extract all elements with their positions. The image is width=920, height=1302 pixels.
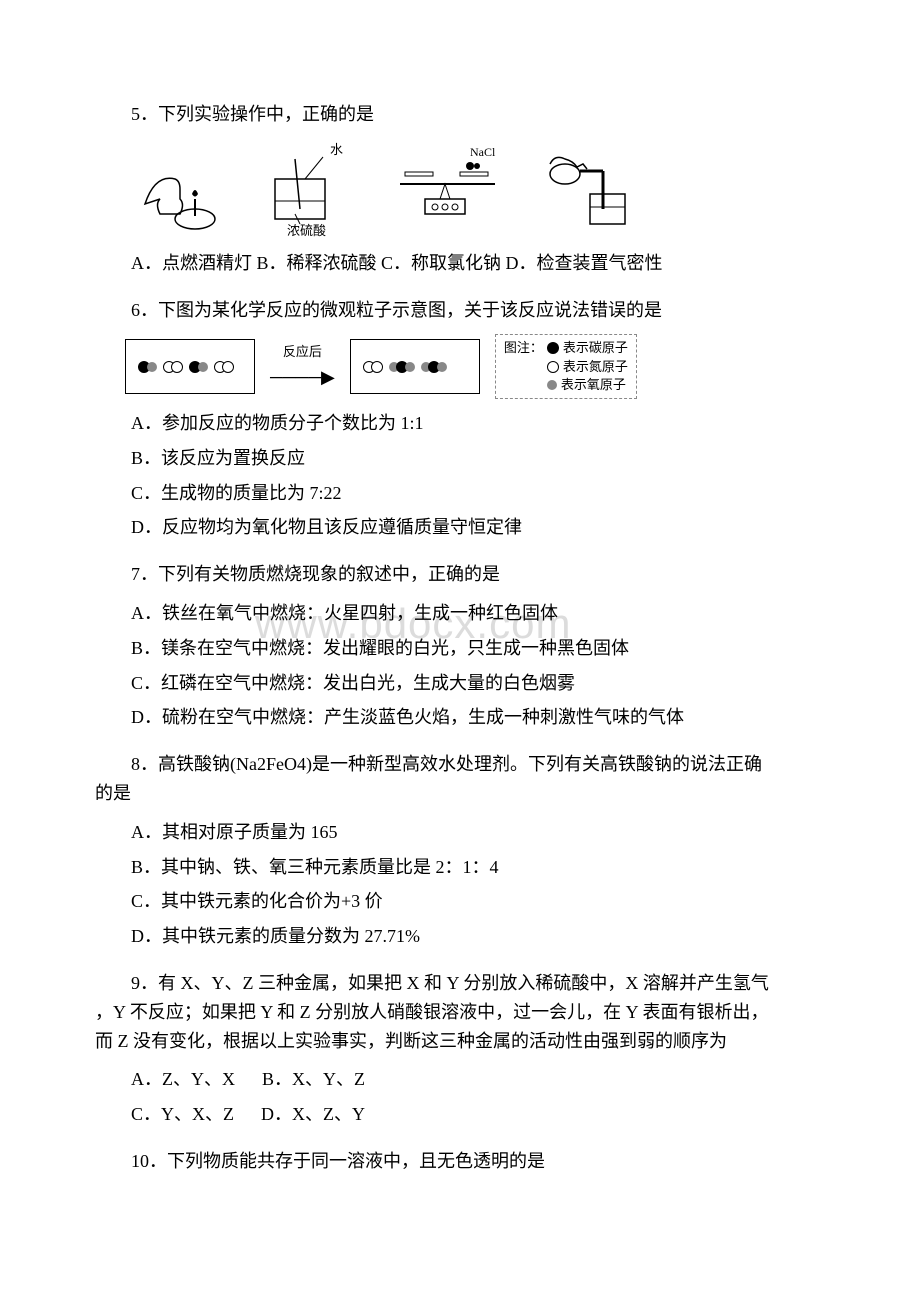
q5-number: 5 xyxy=(131,104,140,124)
question-8: 8．高铁酸钠(Na2FeO4)是一种新型高效水处理剂。下列有关高铁酸钠的说法正确… xyxy=(95,750,825,951)
question-10: 10．下列物质能共存于同一溶液中，且无色透明的是 xyxy=(95,1147,825,1176)
acid-label: 浓硫酸 xyxy=(287,223,326,238)
q7-opt-d: D．硫粉在空气中燃烧：产生淡蓝色火焰，生成一种刺激性气味的气体 xyxy=(95,703,825,732)
q5-stem: 5．下列实验操作中，正确的是 xyxy=(95,100,825,129)
q8-opt-d: D．其中铁元素的质量分数为 27.71% xyxy=(95,922,825,951)
q6-opt-a: A．参加反应的物质分子个数比为 1:1 xyxy=(95,409,825,438)
q5-options: A．点燃酒精灯 B．稀释浓硫酸 C．称取氯化钠 D．检查装置气密性 xyxy=(95,249,825,278)
q5-fig-d xyxy=(535,139,645,239)
reaction-arrow: 反应后 ────▶ xyxy=(270,342,335,392)
question-9: 9．有 X、Y、Z 三种金属，如果把 X 和 Y 分别放入稀硫酸中，X 溶解并产… xyxy=(95,969,825,1129)
q6-opt-c: C．生成物的质量比为 7:22 xyxy=(95,479,825,508)
reactants-box xyxy=(125,339,255,394)
q5-fig-b: 水 浓硫酸 xyxy=(245,139,355,239)
q6-diagram: 反应后 ────▶ 图注：表示碳原子 图注：表示氮原子 图注：表示氧原子 xyxy=(125,334,825,399)
q7-opt-b: B．镁条在空气中燃烧：发出耀眼的白光，只生成一种黑色固体 xyxy=(95,634,825,663)
q8-stem: 8．高铁酸钠(Na2FeO4)是一种新型高效水处理剂。下列有关高铁酸钠的说法正确… xyxy=(95,750,825,808)
q9-opts-ab: A．Z、Y、X B．X、Y、Z xyxy=(95,1065,825,1094)
water-label: 水 xyxy=(330,142,343,157)
products-box xyxy=(350,339,480,394)
q7-opt-a: A．铁丝在氧气中燃烧：火星四射，生成一种红色固体 xyxy=(95,599,825,628)
q8-opt-b: B．其中钠、铁、氧三种元素质量比是 2：1：4 xyxy=(95,853,825,882)
q5-fig-a xyxy=(125,144,225,234)
question-7: 7．下列有关物质燃烧现象的叙述中，正确的是 A．铁丝在氧气中燃烧：火星四射，生成… xyxy=(95,560,825,732)
airtight-check-icon xyxy=(535,139,645,239)
q9-opts-cd: C．Y、X、Z D．X、Z、Y xyxy=(95,1100,825,1129)
q10-stem: 10．下列物质能共存于同一溶液中，且无色透明的是 xyxy=(95,1147,825,1176)
balance-icon: NaCl xyxy=(375,144,515,234)
question-5: 5．下列实验操作中，正确的是 水 浓硫酸 xyxy=(95,100,825,278)
alcohol-lamp-icon xyxy=(125,144,225,234)
q6-opt-d: D．反应物均为氧化物且该反应遵循质量守恒定律 xyxy=(95,513,825,542)
q6-opt-b: B．该反应为置换反应 xyxy=(95,444,825,473)
q7-stem: 7．下列有关物质燃烧现象的叙述中，正确的是 xyxy=(95,560,825,589)
q6-stem: 6．下图为某化学反应的微观粒子示意图，关于该反应说法错误的是 xyxy=(95,296,825,325)
question-6: 6．下图为某化学反应的微观粒子示意图，关于该反应说法错误的是 反应后 ────▶… xyxy=(95,296,825,543)
q8-opt-a: A．其相对原子质量为 165 xyxy=(95,818,825,847)
q7-opt-c: C．红磷在空气中燃烧：发出白光，生成大量的白色烟雾 xyxy=(95,669,825,698)
q5-figures: 水 浓硫酸 NaCl xyxy=(125,139,825,239)
q9-stem: 9．有 X、Y、Z 三种金属，如果把 X 和 Y 分别放入稀硫酸中，X 溶解并产… xyxy=(95,969,825,1055)
nacl-label: NaCl xyxy=(470,145,496,159)
q5-fig-c: NaCl xyxy=(375,144,515,234)
q8-opt-c: C．其中铁元素的化合价为+3 价 xyxy=(95,887,825,916)
dilute-acid-icon: 水 浓硫酸 xyxy=(245,139,355,239)
legend-box: 图注：表示碳原子 图注：表示氮原子 图注：表示氧原子 xyxy=(495,334,637,399)
